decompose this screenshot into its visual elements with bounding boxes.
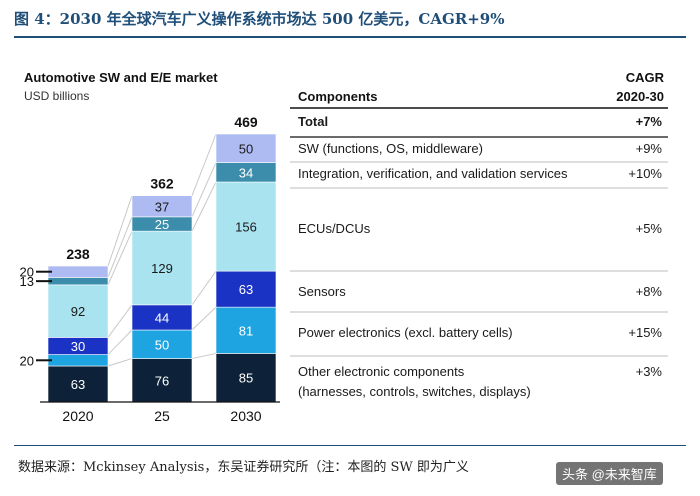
connector-line	[107, 329, 133, 355]
bar-total-label: 238	[66, 246, 90, 262]
bar-value-label: 13	[20, 274, 34, 289]
component-label: ECUs/DCUs	[298, 221, 371, 236]
bar-value-label: 76	[155, 373, 169, 388]
connector-line	[107, 304, 133, 338]
bar-value-label: 81	[239, 323, 253, 338]
bar-total-label: 469	[234, 114, 258, 130]
bar-value-label: 25	[155, 217, 169, 232]
connector-line	[107, 358, 133, 367]
bar-value-label: 63	[71, 377, 85, 392]
x-tick-label: 2020	[62, 408, 93, 424]
bar-value-label: 156	[235, 220, 257, 235]
connector-line	[107, 216, 133, 278]
bar-segment-sensors-2030	[215, 270, 277, 308]
bar-segment-power-electronics-25	[131, 329, 193, 359]
connector-line	[191, 352, 217, 360]
bar-segment-sw-functions-os-middleware-2030	[215, 133, 277, 163]
figure-title: 图 4：2030 年全球汽车广义操作系统市场达 500 亿美元，CAGR+9%	[14, 10, 505, 28]
bar-segment-power-electronics-2030	[215, 306, 277, 354]
bar-segment-sw-functions-os-middleware-2020	[47, 265, 109, 278]
component-cagr: +10%	[628, 166, 662, 181]
component-cagr: +8%	[636, 284, 663, 299]
bar-segment-other-electronic-components-2020	[47, 365, 109, 403]
x-tick-label: 25	[154, 408, 170, 424]
component-cagr: +3%	[636, 364, 663, 379]
connector-line	[191, 306, 217, 331]
connector-line	[191, 181, 217, 232]
bar-value-label: 129	[151, 261, 173, 276]
bar-total-label: 362	[150, 176, 174, 192]
bar-segment-sensors-25	[131, 304, 193, 331]
connector-lines	[107, 133, 217, 367]
bar-segment-other-electronic-components-25	[131, 358, 193, 403]
bar-value-label: 44	[155, 310, 169, 325]
bar-value-label: 34	[239, 165, 253, 180]
chart-title: Automotive SW and E/E market	[24, 70, 218, 85]
bar-segment-ecus-dcus-25	[131, 230, 193, 306]
components-header: Components	[298, 89, 377, 104]
bar-segment-ecus-dcus-2020	[47, 284, 109, 338]
component-label: Other electronic components	[298, 364, 465, 379]
component-label: Integration, verification, and validatio…	[298, 166, 568, 181]
bar-value-label: 30	[71, 339, 85, 354]
x-tick-label: 2030	[230, 408, 261, 424]
connector-line	[191, 133, 217, 196]
bar-segment-other-electronic-components-2030	[215, 353, 277, 403]
bar-segment-sw-functions-os-middleware-25	[131, 195, 193, 218]
component-cagr: +7%	[636, 114, 663, 129]
bar-value-label: 37	[155, 199, 169, 214]
component-label: Power electronics (excl. battery cells)	[298, 325, 513, 340]
cagr-header-line1: CAGR	[626, 70, 665, 85]
connector-line	[107, 195, 133, 267]
connector-line	[191, 162, 217, 218]
bar-stacks: 6320309213202382020765044129253736225858…	[20, 114, 277, 424]
component-cagr: +9%	[636, 141, 663, 156]
bar-segment-power-electronics-2020	[47, 354, 109, 367]
cagr-header-line2: 2020-30	[616, 89, 664, 104]
chart-subtitle: USD billions	[24, 89, 89, 103]
bar-value-label: 50	[239, 141, 253, 156]
bar-value-label: 20	[20, 353, 34, 368]
bar-value-label: 50	[155, 337, 169, 352]
bar-value-label: 63	[239, 282, 253, 297]
market-chart: Automotive SW and E/E market USD billion…	[20, 70, 668, 424]
connector-line	[191, 270, 217, 306]
component-cagr: +5%	[636, 221, 663, 236]
component-label: Sensors	[298, 284, 346, 299]
bar-value-label: 85	[239, 371, 253, 386]
title-rule	[14, 36, 686, 38]
watermark: 头条 @未来智库	[556, 462, 663, 485]
components-table: Total +7% SW (functions, OS, middleware) +9…	[290, 114, 668, 399]
component-cagr: +15%	[628, 325, 662, 340]
source-note: 数据来源：Mckinsey Analysis，东吴证券研究所（注：本图的 SW …	[18, 460, 469, 475]
source-rule	[14, 445, 686, 446]
component-label-detail: (harnesses, controls, switches, displays…	[298, 384, 531, 399]
component-label: Total	[298, 114, 328, 129]
bar-segment-ecus-dcus-2030	[215, 181, 277, 272]
bar-value-label: 20	[20, 265, 34, 280]
component-label: SW (functions, OS, middleware)	[298, 141, 483, 156]
bar-segment-integration-verification-and-validation-services-2020	[47, 277, 109, 286]
bar-value-label: 92	[71, 304, 85, 319]
connector-line	[107, 230, 133, 286]
